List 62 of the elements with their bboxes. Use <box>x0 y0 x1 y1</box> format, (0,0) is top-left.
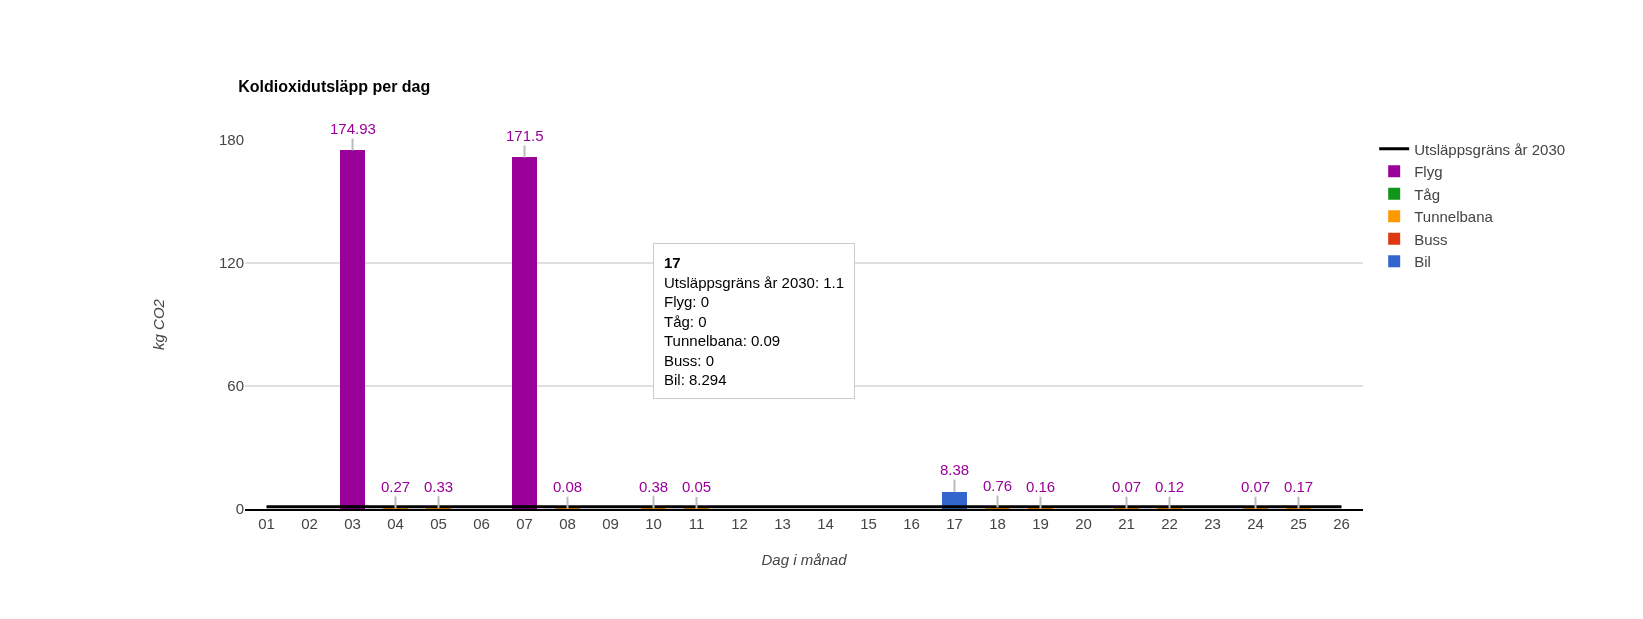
x-tick-label: 08 <box>559 515 576 532</box>
x-tick-label: 09 <box>602 515 619 532</box>
x-tick-label: 15 <box>860 515 877 532</box>
total-label: 0.33 <box>424 478 454 495</box>
x-tick-label: 01 <box>258 515 275 532</box>
y-tick-label: 120 <box>218 254 244 272</box>
x-tick-label: 10 <box>645 515 662 532</box>
annotation: 17 <box>664 254 681 271</box>
y-tick-label: 60 <box>227 377 244 395</box>
total-label: 0.27 <box>381 478 411 495</box>
annotation: Flyg: 0 <box>664 293 710 310</box>
x-tick-label: 17 <box>946 515 963 532</box>
x-tick-label: 05 <box>430 515 447 532</box>
x-tick-label: 13 <box>774 515 791 532</box>
total-label: 0.76 <box>983 477 1013 494</box>
x-tick-label: 24 <box>1247 515 1264 532</box>
legend-label: Tåg <box>1414 185 1441 203</box>
y-axis-title: kg CO2 <box>150 298 168 350</box>
x-tick-label: 14 <box>817 515 834 532</box>
total-label: 0.12 <box>1155 478 1185 495</box>
total-label: 0.38 <box>639 478 669 495</box>
y-tick-label: 180 <box>218 131 244 149</box>
total-label: 171.5 <box>506 127 544 144</box>
total-label: 8.38 <box>940 461 970 478</box>
x-tick-label: 21 <box>1118 515 1135 532</box>
total-label: 0.08 <box>553 478 583 495</box>
x-tick-label: 12 <box>731 515 748 532</box>
annotation: Tunnelbana: 0.09 <box>664 332 781 349</box>
legend-label: Buss <box>1414 230 1448 248</box>
total-label: 0.17 <box>1284 478 1314 495</box>
legend-label: Utsläppsgräns år 2030 <box>1414 140 1566 158</box>
total-label: 0.05 <box>682 478 712 495</box>
total-label: 0.16 <box>1026 478 1056 495</box>
total-label: 0.07 <box>1112 478 1142 495</box>
annotation: Bil: 8.294 <box>664 371 727 388</box>
x-tick-label: 11 <box>688 515 705 532</box>
x-tick-label: 03 <box>344 515 361 532</box>
chart-title: Koldioxidutsläpp per dag <box>238 77 431 95</box>
total-label: 0.07 <box>1241 478 1271 495</box>
annotation: Tåg: 0 <box>664 312 707 330</box>
x-tick-label: 04 <box>387 515 404 532</box>
total-label: 174.93 <box>330 120 376 137</box>
x-tick-label: 22 <box>1161 515 1178 532</box>
x-axis-title: Dag i månad <box>761 551 848 568</box>
bar <box>511 157 538 509</box>
y-tick-label: 0 <box>235 500 244 518</box>
x-tick-label: 23 <box>1204 515 1221 532</box>
x-tick-label: 20 <box>1075 515 1092 532</box>
x-tick-label: 02 <box>301 515 318 532</box>
legend-label: Tunnelbana <box>1414 208 1494 226</box>
legend-label: Flyg <box>1414 163 1443 181</box>
x-tick-label: 26 <box>1333 515 1350 532</box>
annotation: Buss: 0 <box>664 351 715 369</box>
bar <box>339 150 366 509</box>
x-tick-label: 25 <box>1290 515 1307 532</box>
x-tick-label: 19 <box>1032 515 1049 532</box>
x-tick-label: 06 <box>473 515 490 532</box>
legend-label: Bil <box>1414 253 1431 271</box>
x-tick-label: 07 <box>516 515 533 532</box>
annotation: Utsläppsgräns år 2030: 1.1 <box>664 273 845 291</box>
x-tick-label: 16 <box>903 515 920 532</box>
x-tick-label: 18 <box>989 515 1006 532</box>
